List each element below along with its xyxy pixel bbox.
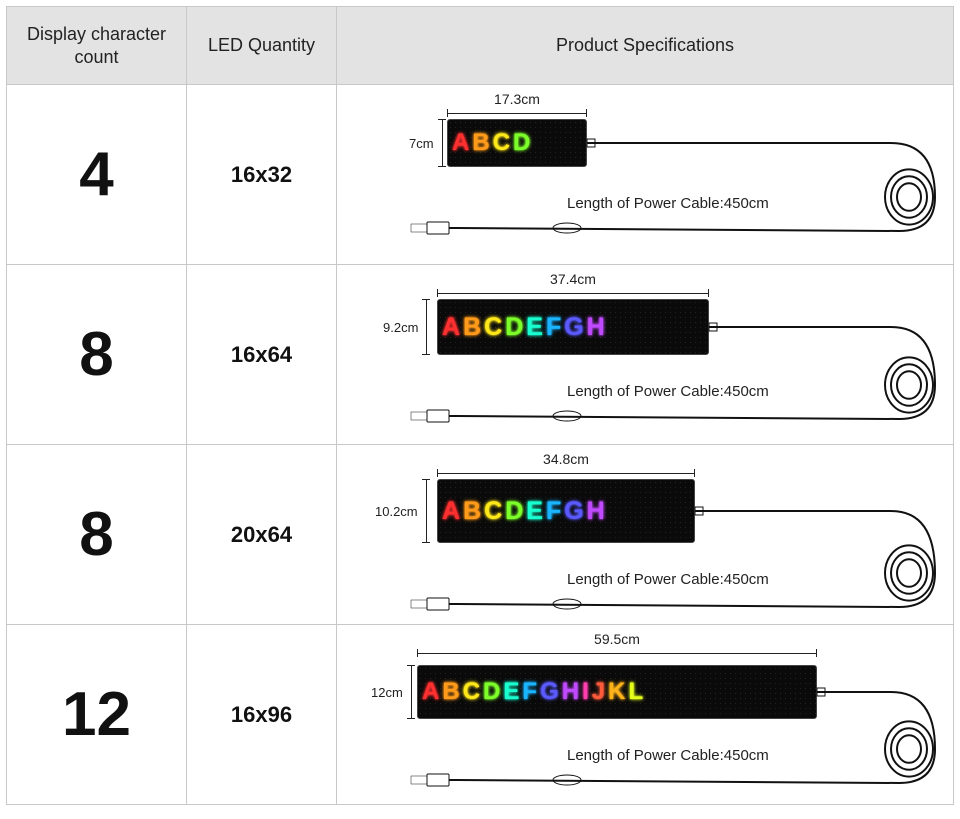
led-panel: ABCDEFGHIJKL — [417, 665, 817, 719]
led-char: E — [526, 499, 544, 524]
led-char: D — [513, 131, 531, 155]
char-count-cell: 8 — [7, 445, 187, 625]
led-char: D — [483, 680, 501, 704]
led-char: F — [546, 499, 562, 524]
led-char: C — [484, 499, 503, 524]
led-char: G — [540, 680, 560, 704]
led-qty-cell: 16x96 — [187, 625, 337, 805]
cable-length-label: Length of Power Cable:450cm — [567, 747, 769, 764]
dimension-width: 34.8cm — [437, 451, 695, 477]
led-char: H — [587, 499, 606, 524]
header-char-count: Display character count — [7, 7, 187, 85]
led-char: D — [505, 499, 524, 524]
led-char: A — [442, 315, 461, 340]
led-char: G — [564, 499, 584, 524]
cable-length-label: Length of Power Cable:450cm — [567, 571, 769, 588]
led-char: F — [522, 680, 538, 704]
usb-plug-icon — [411, 222, 457, 234]
dimension-height: 10.2cm — [375, 479, 430, 543]
dimension-width: 59.5cm — [417, 631, 817, 657]
led-char: B — [442, 680, 460, 704]
dimension-height: 7cm — [409, 119, 446, 167]
usb-plug-icon — [411, 774, 457, 786]
led-char: B — [472, 131, 490, 155]
led-char: G — [564, 315, 584, 340]
char-count-cell: 12 — [7, 625, 187, 805]
led-char: A — [452, 131, 470, 155]
spec-table: Display character count LED Quantity Pro… — [6, 6, 954, 805]
header-spec: Product Specifications — [337, 7, 954, 85]
led-panel: ABCDEFGH — [437, 299, 709, 355]
dimension-width: 17.3cm — [447, 91, 587, 117]
spec-cell: 37.4cm9.2cmABCDEFGHLength of Power Cable… — [337, 265, 954, 445]
dimension-height: 9.2cm — [383, 299, 430, 355]
table-row: 820x6434.8cm10.2cmABCDEFGHLength of Powe… — [7, 445, 954, 625]
table-row: 1216x9659.5cm12cmABCDEFGHIJKLLength of P… — [7, 625, 954, 805]
table-row: 416x32 17.3cm7cmABCD Length of Power Cable… — [7, 85, 954, 265]
char-count-cell: 4 — [7, 85, 187, 265]
led-char: E — [526, 315, 544, 340]
spec-cell: 17.3cm7cmABCD Length of Power Cable:450cm — [337, 85, 954, 265]
cable-length-label: Length of Power Cable:450cm — [567, 195, 769, 212]
led-char: L — [628, 680, 644, 704]
led-char: B — [463, 315, 482, 340]
led-char: A — [442, 499, 461, 524]
led-char: D — [505, 315, 524, 340]
led-panel: ABCDEFGH — [437, 479, 695, 543]
led-qty-cell: 16x32 — [187, 85, 337, 265]
led-char: A — [422, 680, 440, 704]
led-char: H — [562, 680, 580, 704]
dimension-height: 12cm — [371, 665, 415, 719]
led-char: C — [493, 131, 511, 155]
cable-icon — [337, 85, 953, 264]
cable-length-label: Length of Power Cable:450cm — [567, 383, 769, 400]
char-count-cell: 8 — [7, 265, 187, 445]
led-char: K — [608, 680, 626, 704]
dimension-width: 37.4cm — [437, 271, 709, 297]
usb-plug-icon — [411, 598, 457, 610]
usb-plug-icon — [411, 410, 457, 422]
spec-cell: 59.5cm12cmABCDEFGHIJKLLength of Power Ca… — [337, 625, 954, 805]
led-panel: ABCD — [447, 119, 587, 167]
led-char: C — [463, 680, 481, 704]
table-row: 816x6437.4cm9.2cmABCDEFGHLength of Power… — [7, 265, 954, 445]
led-char: C — [484, 315, 503, 340]
led-char: I — [582, 680, 590, 704]
led-char: F — [546, 315, 562, 340]
led-char: H — [587, 315, 606, 340]
header-led-qty: LED Quantity — [187, 7, 337, 85]
led-char: J — [592, 680, 606, 704]
led-char: B — [463, 499, 482, 524]
led-qty-cell: 16x64 — [187, 265, 337, 445]
led-qty-cell: 20x64 — [187, 445, 337, 625]
led-char: E — [503, 680, 520, 704]
spec-cell: 34.8cm10.2cmABCDEFGHLength of Power Cabl… — [337, 445, 954, 625]
